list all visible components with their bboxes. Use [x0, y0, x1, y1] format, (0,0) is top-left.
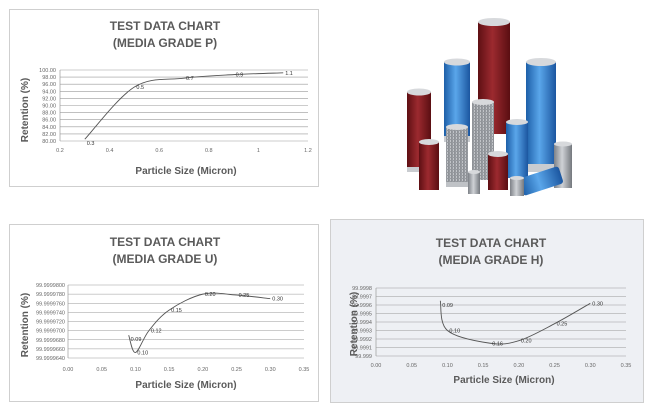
x-tick-label: 0.15	[478, 363, 489, 369]
data-point-label: 0.09	[131, 337, 142, 343]
x-tick-label: 0.00	[63, 367, 74, 373]
chart-panel-grade-p: TEST DATA CHART (MEDIA GRADE P) 100.00 98…	[9, 9, 319, 187]
x-tick-label: 0.05	[406, 363, 417, 369]
chart-title-line1: TEST DATA CHART	[436, 236, 547, 250]
data-point-label: 0.30	[272, 297, 283, 303]
steel-filter-tiny-2	[510, 176, 524, 196]
y-tick-label: 94.00	[42, 89, 56, 95]
series-line	[128, 292, 271, 353]
steel-filter-tiny	[468, 170, 480, 194]
chart-grade-u: TEST DATA CHART (MEDIA GRADE U) 99.99998…	[20, 235, 310, 391]
mesh-filter-small	[446, 124, 468, 187]
x-tick-label: 0.6	[155, 148, 163, 154]
blue-filter-lying	[519, 166, 563, 196]
y-axis-label: Retention (%)	[349, 292, 360, 356]
y-tick-label: 99.9999780	[36, 292, 65, 298]
chart-grade-h: TEST DATA CHART (MEDIA GRADE H) 99.9998 9…	[349, 236, 632, 386]
x-tick-label: 0.10	[130, 367, 141, 373]
data-point-label: 0.25	[239, 293, 250, 299]
y-axis-label: Retention (%)	[20, 78, 31, 142]
x-tick-label: 0.25	[549, 363, 560, 369]
red-filter-small-center	[488, 151, 508, 190]
series-line	[84, 72, 284, 140]
data-point-label: 0.7	[186, 76, 194, 82]
data-point-label: 0.09	[442, 303, 453, 309]
x-tick-label: 0.30	[265, 367, 276, 373]
y-tick-label: 99.9998	[352, 286, 372, 292]
y-tick-label: 99.999	[355, 354, 372, 360]
y-tick-label: 82.00	[42, 132, 56, 138]
y-tick-label: 99.9999740	[36, 310, 65, 316]
data-point-label: 0.12	[151, 329, 162, 335]
data-point-label: 0.10	[137, 351, 148, 357]
x-tick-label: 0.10	[442, 363, 453, 369]
x-tick-label: 0.35	[621, 363, 632, 369]
x-axis-label: Particle Size (Micron)	[453, 375, 554, 386]
y-tick-label: 100.00	[39, 68, 56, 74]
x-tick-label: 0.25	[231, 367, 242, 373]
x-tick-label: 1.2	[304, 148, 312, 154]
x-tick-label: 0.00	[371, 363, 382, 369]
x-tick-label: 0.4	[106, 148, 114, 154]
x-tick-label: 0.20	[513, 363, 524, 369]
x-tick-label: 0.30	[585, 363, 596, 369]
chart-title-line1: TEST DATA CHART	[110, 19, 221, 33]
chart-panel-grade-u: TEST DATA CHART (MEDIA GRADE U) 99.99998…	[9, 224, 319, 402]
data-point-label: 1.1	[285, 71, 293, 77]
y-tick-label: 99.9999800	[36, 283, 65, 289]
y-tick-label: 98.00	[42, 75, 56, 81]
chart-title-line2: (MEDIA GRADE U)	[113, 252, 218, 266]
y-tick-label: 99.9996	[352, 303, 372, 309]
chart-title-line1: TEST DATA CHART	[110, 235, 221, 249]
x-tick-label: 0.05	[96, 367, 107, 373]
data-point-label: 0.20	[521, 339, 532, 345]
x-tick-label: 0.15	[164, 367, 175, 373]
blue-filter-tall	[526, 58, 556, 172]
y-tick-label: 99.9999720	[36, 320, 65, 326]
y-tick-label: 99.9991	[352, 346, 372, 352]
data-point-label: 0.15	[171, 308, 182, 314]
y-tick-label: 99.9999660	[36, 347, 65, 353]
y-tick-label: 80.00	[42, 139, 56, 145]
data-point-label: 0.30	[592, 301, 603, 307]
series-line	[439, 300, 591, 345]
y-tick-label: 99.9999640	[36, 356, 65, 362]
y-tick-label: 99.9994	[352, 320, 372, 326]
x-axis-label: Particle Size (Micron)	[135, 166, 236, 177]
data-point-label: 0.3	[87, 141, 95, 147]
chart-title-line2: (MEDIA GRADE H)	[439, 253, 544, 267]
y-axis-label: Retention (%)	[20, 293, 31, 357]
y-tick-label: 99.9999700	[36, 329, 65, 335]
data-point-label: 0.25	[557, 322, 568, 328]
data-point-label: 0.10	[449, 329, 460, 335]
x-axis-label: Particle Size (Micron)	[135, 380, 236, 391]
chart-panel-grade-h: TEST DATA CHART (MEDIA GRADE H) 99.9998 9…	[330, 219, 644, 403]
y-tick-label: 99.9993	[352, 329, 372, 335]
data-point-label: 0.16	[492, 341, 503, 347]
y-tick-label: 99.9999760	[36, 301, 65, 307]
data-point-label: 0.5	[136, 85, 144, 91]
filter-elements-photo	[392, 12, 588, 202]
y-tick-label: 99.9999680	[36, 338, 65, 344]
x-tick-label: 0.35	[299, 367, 310, 373]
data-point-label: 0.9	[236, 73, 244, 79]
red-filter-small	[419, 139, 439, 190]
blue-filter-mid	[506, 119, 528, 178]
x-tick-label: 0.20	[197, 367, 208, 373]
chart-title-line2: (MEDIA GRADE P)	[113, 36, 217, 50]
x-tick-label: 1	[257, 148, 260, 154]
chart-grade-p: TEST DATA CHART (MEDIA GRADE P) 100.0098…	[20, 19, 312, 177]
y-tick-label: 88.00	[42, 111, 56, 117]
y-tick-label: 86.00	[42, 118, 56, 124]
data-point-label: 0.20	[205, 292, 216, 298]
x-tick-label: 0.2	[56, 148, 64, 154]
x-tick-label: 0.8	[205, 148, 213, 154]
y-tick-label: 96.00	[42, 82, 56, 88]
y-tick-label: 90.00	[42, 104, 56, 110]
y-tick-label: 92.00	[42, 96, 56, 102]
y-tick-label: 99.9997	[352, 295, 372, 301]
y-tick-label: 99.9995	[352, 312, 372, 318]
y-tick-label: 84.00	[42, 125, 56, 131]
y-tick-label: 99.9992	[352, 337, 372, 343]
